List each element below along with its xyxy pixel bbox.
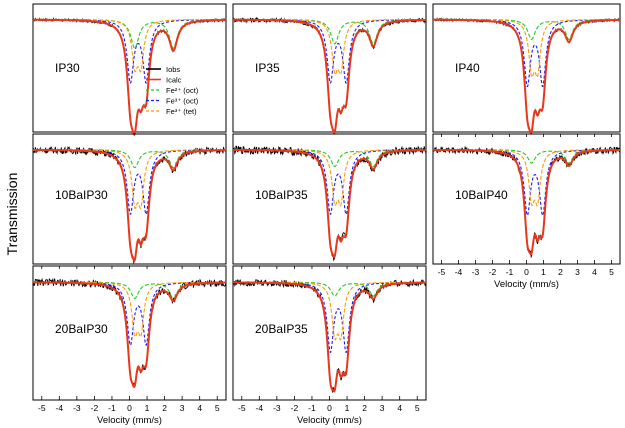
- x-tick-label: -5: [438, 267, 446, 277]
- x-tick-label: -3: [273, 403, 281, 413]
- series-fe3-oct: [433, 149, 620, 217]
- panel-frame: [232, 3, 427, 133]
- series-icalc: [232, 148, 427, 259]
- x-tick-label: 4: [397, 403, 402, 413]
- x-tick-label: 3: [380, 403, 385, 413]
- panel-label: 20BaIP30: [55, 322, 108, 336]
- x-tick-label: -3: [73, 403, 81, 413]
- x-axis: -5 -4 -3 -2 -1 0 1 2 3 4 5 Velocity (mm/s): [38, 266, 220, 426]
- panel-IP35: IP35: [232, 3, 427, 135]
- x-tick-label: 3: [575, 267, 580, 277]
- x-tick-label: 4: [592, 267, 597, 277]
- x-tick-label: 1: [345, 403, 350, 413]
- panel-10BaIP40: 10BaIP40 -5 -4 -3 -2 -1 0 1 2 3 4 5 Velocity (mm/s): [432, 133, 621, 290]
- x-axis-label: Velocity (mm/s): [297, 415, 362, 426]
- x-axis: -5 -4 -3 -2 -1 0 1 2 3 4 5 Velocity (mm/s): [238, 266, 420, 426]
- x-axis: -5 -4 -3 -2 -1 0 1 2 3 4 5 Velocity (mm/s): [438, 134, 614, 290]
- legend-label: Icalc: [166, 76, 182, 85]
- series-fe3-oct: [33, 149, 227, 215]
- x-tick-label: 0: [524, 267, 529, 277]
- panel-frame: [432, 3, 621, 133]
- series-fe2-oct: [433, 18, 620, 40]
- x-axis-label: Velocity (mm/s): [494, 279, 559, 290]
- series-icalc: [32, 148, 227, 263]
- x-tick-label: -5: [238, 403, 246, 413]
- series-icalc: [32, 18, 227, 137]
- panel-20BaIP30: 20BaIP30 -5 -4 -3 -2 -1 0 1 2 3 4 5 Velocity (mm/s): [32, 265, 227, 426]
- x-tick-label: 1: [145, 403, 150, 413]
- series-icalc: [432, 18, 621, 135]
- x-tick-label: -4: [455, 267, 463, 277]
- panel-20BaIP35: 20BaIP35 -5 -4 -3 -2 -1 0 1 2 3 4 5 Velocity (mm/s): [232, 265, 427, 426]
- x-tick-label: -4: [56, 403, 64, 413]
- panel-10BaIP30: 10BaIP30: [32, 133, 227, 265]
- series-fe3-oct: [233, 281, 426, 353]
- x-tick-label: 1: [541, 267, 546, 277]
- series-fe3-oct: [233, 149, 427, 215]
- x-tick-label: -1: [108, 403, 116, 413]
- panel-label: 10BaIP40: [455, 188, 508, 202]
- x-tick-label: 0: [327, 403, 332, 413]
- y-axis-label: Transmission: [4, 173, 20, 256]
- series-icalc: [232, 18, 427, 135]
- legend-label: Iobs: [166, 65, 180, 74]
- panel-10BaIP35: 10BaIP35: [232, 133, 427, 265]
- panel-IP30: IP30: [32, 3, 227, 137]
- x-axis-label: Velocity (mm/s): [97, 415, 162, 426]
- panel-label: 20BaIP35: [255, 322, 308, 336]
- x-tick-label: -2: [91, 403, 99, 413]
- x-tick-label: 3: [180, 403, 185, 413]
- x-tick-label: 5: [609, 267, 614, 277]
- x-tick-label: -5: [38, 403, 46, 413]
- panel-frame: [32, 3, 227, 133]
- legend-label: Fe³⁺ (oct): [166, 97, 199, 106]
- x-tick-label: 5: [415, 403, 420, 413]
- x-tick-label: -2: [291, 403, 299, 413]
- x-tick-label: 2: [362, 403, 367, 413]
- legend-label: Fe³⁺ (tet): [166, 107, 197, 116]
- panel-IP40: IP40: [432, 3, 621, 135]
- series-icalc: [32, 281, 227, 389]
- panel-label: IP30: [55, 61, 80, 75]
- panel-label: 10BaIP35: [255, 188, 308, 202]
- panel-label: 10BaIP30: [55, 188, 108, 202]
- x-tick-label: 5: [215, 403, 220, 413]
- panel-frame: [232, 133, 427, 265]
- series-icalc: [432, 148, 621, 256]
- panel-label: IP35: [255, 61, 280, 75]
- panel-frame: [32, 133, 227, 265]
- x-tick-label: -1: [506, 267, 514, 277]
- x-tick-label: 4: [197, 403, 202, 413]
- legend-label: Fe²⁺ (oct): [166, 86, 199, 95]
- x-tick-label: -3: [472, 267, 480, 277]
- panel-label: IP40: [455, 61, 480, 75]
- series-icalc: [233, 281, 427, 393]
- x-tick-label: 2: [558, 267, 563, 277]
- x-tick-label: 2: [162, 403, 167, 413]
- x-tick-label: -4: [256, 403, 264, 413]
- panels-group: IP30 IP35 IP40 10BaIP30 10BaIP35 10BaIP40 -5 -4…: [32, 3, 621, 426]
- x-tick-label: -2: [489, 267, 497, 277]
- x-tick-label: 0: [127, 403, 132, 413]
- x-tick-label: -1: [308, 403, 316, 413]
